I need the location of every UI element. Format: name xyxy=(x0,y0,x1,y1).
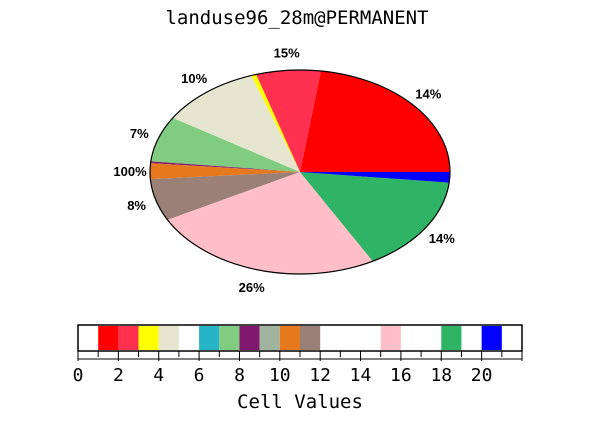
slice-label-10: 100% xyxy=(113,164,147,179)
legend-tick-label: 10 xyxy=(269,365,291,386)
legend-swatch-4 xyxy=(158,326,179,350)
legend-axis: 0 2 4 6 8 10 12 14 16 18 20 xyxy=(73,351,523,386)
legend-swatch-20 xyxy=(481,326,502,350)
chart-title: landuse96_28m@PERMANENT xyxy=(165,7,428,29)
legend-swatch-1 xyxy=(98,326,119,350)
color-legend xyxy=(77,324,523,352)
legend-swatch-11 xyxy=(300,326,321,350)
slice-labels: 14% 15% 10% 7% 100% 8% 26% 14% xyxy=(113,45,455,295)
slice-label-11: 8% xyxy=(127,198,146,213)
pie-outline xyxy=(149,69,451,275)
pie-slice-7 xyxy=(150,117,300,172)
legend-swatch-9 xyxy=(259,326,280,350)
legend-swatch-8 xyxy=(239,326,260,350)
slice-label-18: 14% xyxy=(429,231,455,246)
pie-slice-20 xyxy=(300,172,450,183)
legend-tick-label: 14 xyxy=(350,365,372,386)
slice-label-4: 10% xyxy=(181,71,207,86)
legend-tick-label: 0 xyxy=(73,365,84,386)
slice-label-7: 7% xyxy=(130,126,149,141)
legend-tick-label: 6 xyxy=(194,365,205,386)
legend-swatch-7 xyxy=(219,326,240,350)
legend-axis-label: Cell Values xyxy=(237,391,363,413)
legend-tick-label: 12 xyxy=(309,365,331,386)
pie-slice-10 xyxy=(150,163,300,180)
legend-swatch-6 xyxy=(199,326,220,350)
slice-label-2: 15% xyxy=(274,45,300,60)
pie-slice-8 xyxy=(150,161,300,172)
legend-tick-label: 18 xyxy=(430,365,452,386)
pie-slice-18 xyxy=(300,172,450,262)
legend-swatch-3 xyxy=(138,326,159,350)
pie-slice-2 xyxy=(256,69,321,172)
slice-label-15: 26% xyxy=(239,280,265,295)
pie-slice-11 xyxy=(150,172,300,220)
legend-tick-label: 16 xyxy=(390,365,412,386)
legend-tick-label: 2 xyxy=(113,365,124,386)
legend-swatch-10 xyxy=(279,326,300,350)
pie-slices xyxy=(149,69,451,275)
legend-swatch-15 xyxy=(380,326,401,350)
legend-tick-label: 8 xyxy=(234,365,245,386)
legend-swatch-18 xyxy=(441,326,462,350)
pie-slice-15 xyxy=(167,172,373,274)
slice-label-1: 14% xyxy=(415,86,441,101)
pie-slice-1 xyxy=(300,70,450,172)
pie-slice-3 xyxy=(251,74,300,172)
legend-swatch-2 xyxy=(118,326,139,350)
legend-tick-label: 20 xyxy=(471,365,493,386)
legend-tick-label: 4 xyxy=(153,365,164,386)
pie-slice-4 xyxy=(172,75,300,172)
